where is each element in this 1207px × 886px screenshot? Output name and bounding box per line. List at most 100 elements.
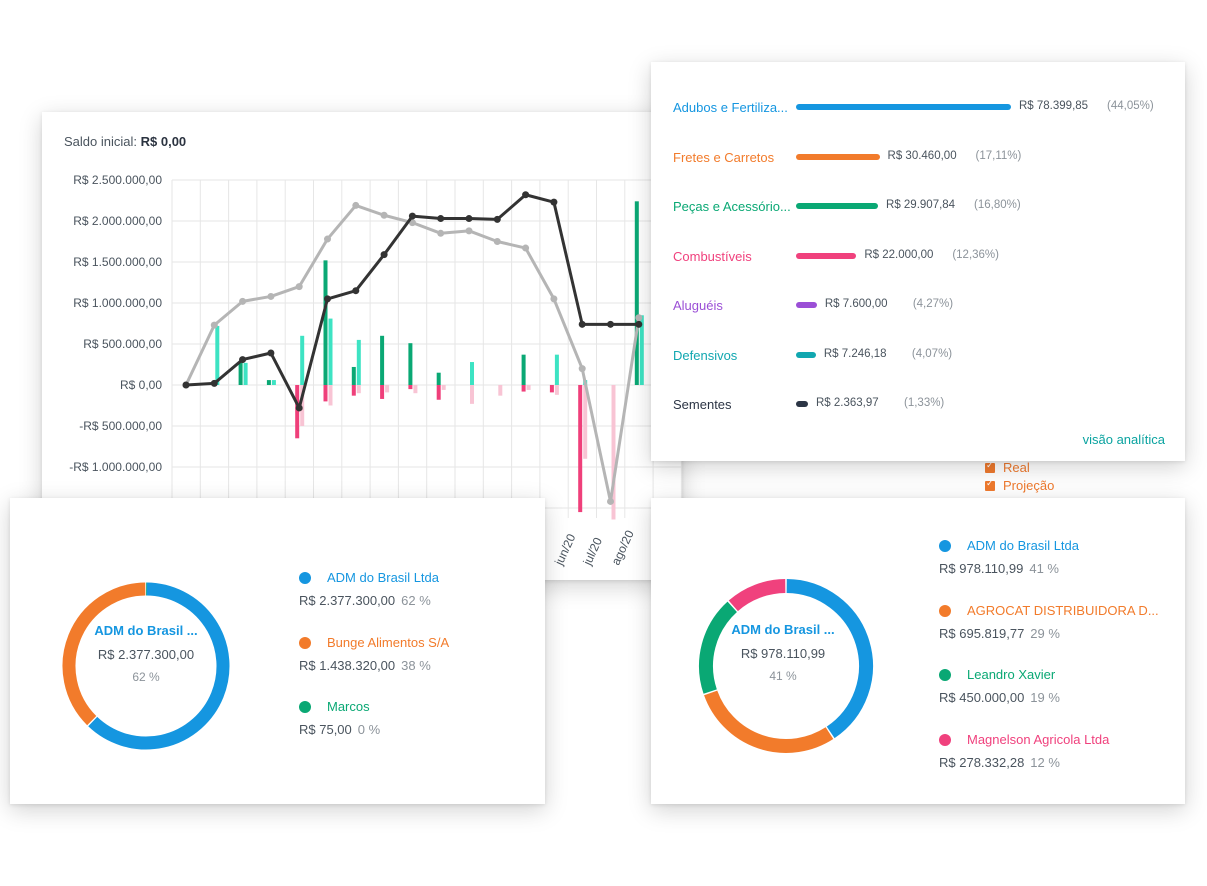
bar-real xyxy=(408,385,413,390)
expense-bar xyxy=(796,153,880,160)
analytic-view-link[interactable]: visão analítica xyxy=(1082,432,1165,447)
bar-projeção xyxy=(526,385,531,390)
expenses-card: Adubos e Fertiliza... R$ 78.399,85 (44,05%… xyxy=(651,62,1185,461)
expense-value: R$ 22.000,00 xyxy=(864,248,934,261)
bar-real xyxy=(436,372,441,385)
saldo-value: R$ 0,00 xyxy=(140,134,187,149)
y-tick-label: R$ 500.000,00 xyxy=(83,337,162,351)
line-point xyxy=(210,379,218,387)
expense-category: Fretes e Carretos xyxy=(673,149,775,165)
bar-real xyxy=(238,362,243,385)
y-tick-label: R$ 2.500.000,00 xyxy=(73,173,162,187)
line-point xyxy=(239,297,247,305)
legend-dot-icon xyxy=(299,701,311,713)
expense-category: Sementes xyxy=(673,397,732,412)
donut-slice[interactable] xyxy=(62,582,146,726)
donut-left-card: ADM do Brasil ... R$ 2.377.300,00 62 % A… xyxy=(10,498,545,804)
bar-real xyxy=(408,343,413,385)
bar-projeção xyxy=(639,315,644,385)
expense-row[interactable]: Fretes e Carretos R$ 30.460,00 (17,11%) xyxy=(673,148,1173,168)
legend-name: Marcos xyxy=(327,699,370,714)
expense-value: R$ 30.460,00 xyxy=(887,149,957,162)
expense-value: R$ 2.363,97 xyxy=(816,397,879,409)
donut-slice[interactable] xyxy=(699,601,738,694)
legend-value: R$ 278.332,28 12 % xyxy=(939,755,1060,770)
bar-projeção xyxy=(300,335,305,385)
bar-projeção xyxy=(243,362,248,385)
legend-name: ADM do Brasil Ltda xyxy=(327,570,439,585)
donut-center-name: ADM do Brasil ... xyxy=(94,623,198,638)
y-tick-label: R$ 1.500.000,00 xyxy=(73,255,162,269)
bar-projeção xyxy=(470,385,474,404)
line-point xyxy=(578,320,586,328)
line-point xyxy=(295,283,303,291)
donut-slice[interactable] xyxy=(786,579,873,739)
legend-percent: 62 % xyxy=(401,593,431,608)
legend-name: AGROCAT DISTRIBUIDORA D... xyxy=(967,602,1159,618)
bar-real xyxy=(351,366,356,385)
expense-bar xyxy=(796,351,816,358)
bar-projeção xyxy=(215,325,220,385)
line-point xyxy=(380,211,388,219)
expense-percent: (1,33%) xyxy=(904,397,945,409)
legend-value: R$ 695.819,77 29 % xyxy=(939,626,1060,641)
expense-value: R$ 7.600,00 xyxy=(824,298,888,310)
bar-real xyxy=(521,354,526,385)
line-point xyxy=(465,227,473,235)
expense-percent: (16,80%) xyxy=(974,199,1021,211)
expense-row[interactable]: Combustíveis R$ 22.000,00 (12,36%) xyxy=(673,247,1173,267)
checkbox-icon[interactable] xyxy=(985,478,995,491)
bar-projeção xyxy=(356,339,361,385)
legend-projecao[interactable]: Projeção xyxy=(985,478,1054,493)
expense-row[interactable]: Sementes R$ 2.363,97 (1,33%) xyxy=(673,395,1173,415)
bar-projeção xyxy=(583,385,588,459)
expense-percent: (17,11%) xyxy=(975,149,1022,162)
checkbox-icon[interactable] xyxy=(985,460,995,473)
legend-value: R$ 1.438.320,00 38 % xyxy=(299,658,431,673)
legend-real[interactable]: Real xyxy=(985,460,1030,475)
legend-amount: R$ 450.000,00 xyxy=(939,690,1025,705)
bar-projeção xyxy=(498,385,503,396)
bar-real xyxy=(380,335,385,385)
donut-center-percent: 41 % xyxy=(769,669,797,683)
expense-percent: (4,27%) xyxy=(912,298,954,310)
y-tick-label: -R$ 500.000,00 xyxy=(79,419,162,433)
legend-dot-icon xyxy=(939,540,951,552)
donut-slice[interactable] xyxy=(704,690,834,753)
line-point xyxy=(578,365,586,373)
expense-category: Aluguéis xyxy=(673,298,723,313)
donut-slice[interactable] xyxy=(88,582,230,750)
line-point xyxy=(635,314,643,322)
bar-projeção xyxy=(554,385,559,395)
line-point xyxy=(380,251,388,259)
expense-value: R$ 78.399,85 xyxy=(1019,100,1089,112)
expense-row[interactable]: Defensivos R$ 7.246,18 (4,07%) xyxy=(673,346,1173,366)
expense-row[interactable]: Aluguéis R$ 7.600,00 (4,27%) xyxy=(673,296,1173,316)
donut-slice[interactable] xyxy=(728,579,786,612)
legend-real-label: Real xyxy=(1003,460,1030,475)
line-point xyxy=(182,381,190,389)
bar-real xyxy=(578,385,583,513)
line-point xyxy=(239,356,247,364)
expense-percent: (4,07%) xyxy=(911,347,953,360)
legend-percent: 12 % xyxy=(1030,754,1060,770)
line-point xyxy=(550,198,558,206)
expense-category: Combustíveis xyxy=(673,248,752,264)
expense-percent: (44,05%) xyxy=(1107,100,1154,112)
legend-percent: 19 % xyxy=(1030,690,1060,705)
bar-real xyxy=(295,385,300,439)
x-tick-label: jul/20 xyxy=(580,535,605,568)
line-point xyxy=(267,349,275,357)
bar-real xyxy=(266,380,271,385)
bar-projeção xyxy=(611,385,616,520)
legend-dot-icon xyxy=(939,733,951,746)
x-tick-label: ago/20 xyxy=(609,528,637,567)
expense-row[interactable]: Peças e Acessório... R$ 29.907,84 (16,80%) xyxy=(673,197,1173,217)
donut-chart-right xyxy=(699,579,873,753)
expense-bar xyxy=(796,401,808,407)
legend-amount: R$ 695.819,77 xyxy=(939,625,1025,641)
y-tick-label: R$ 0,00 xyxy=(120,378,162,392)
expense-row[interactable]: Adubos e Fertiliza... R$ 78.399,85 (44,05%… xyxy=(673,98,1173,118)
y-tick-label: R$ 2.000.000,00 xyxy=(73,214,162,228)
legend-name: Magnelson Agricola Ltda xyxy=(967,731,1110,747)
